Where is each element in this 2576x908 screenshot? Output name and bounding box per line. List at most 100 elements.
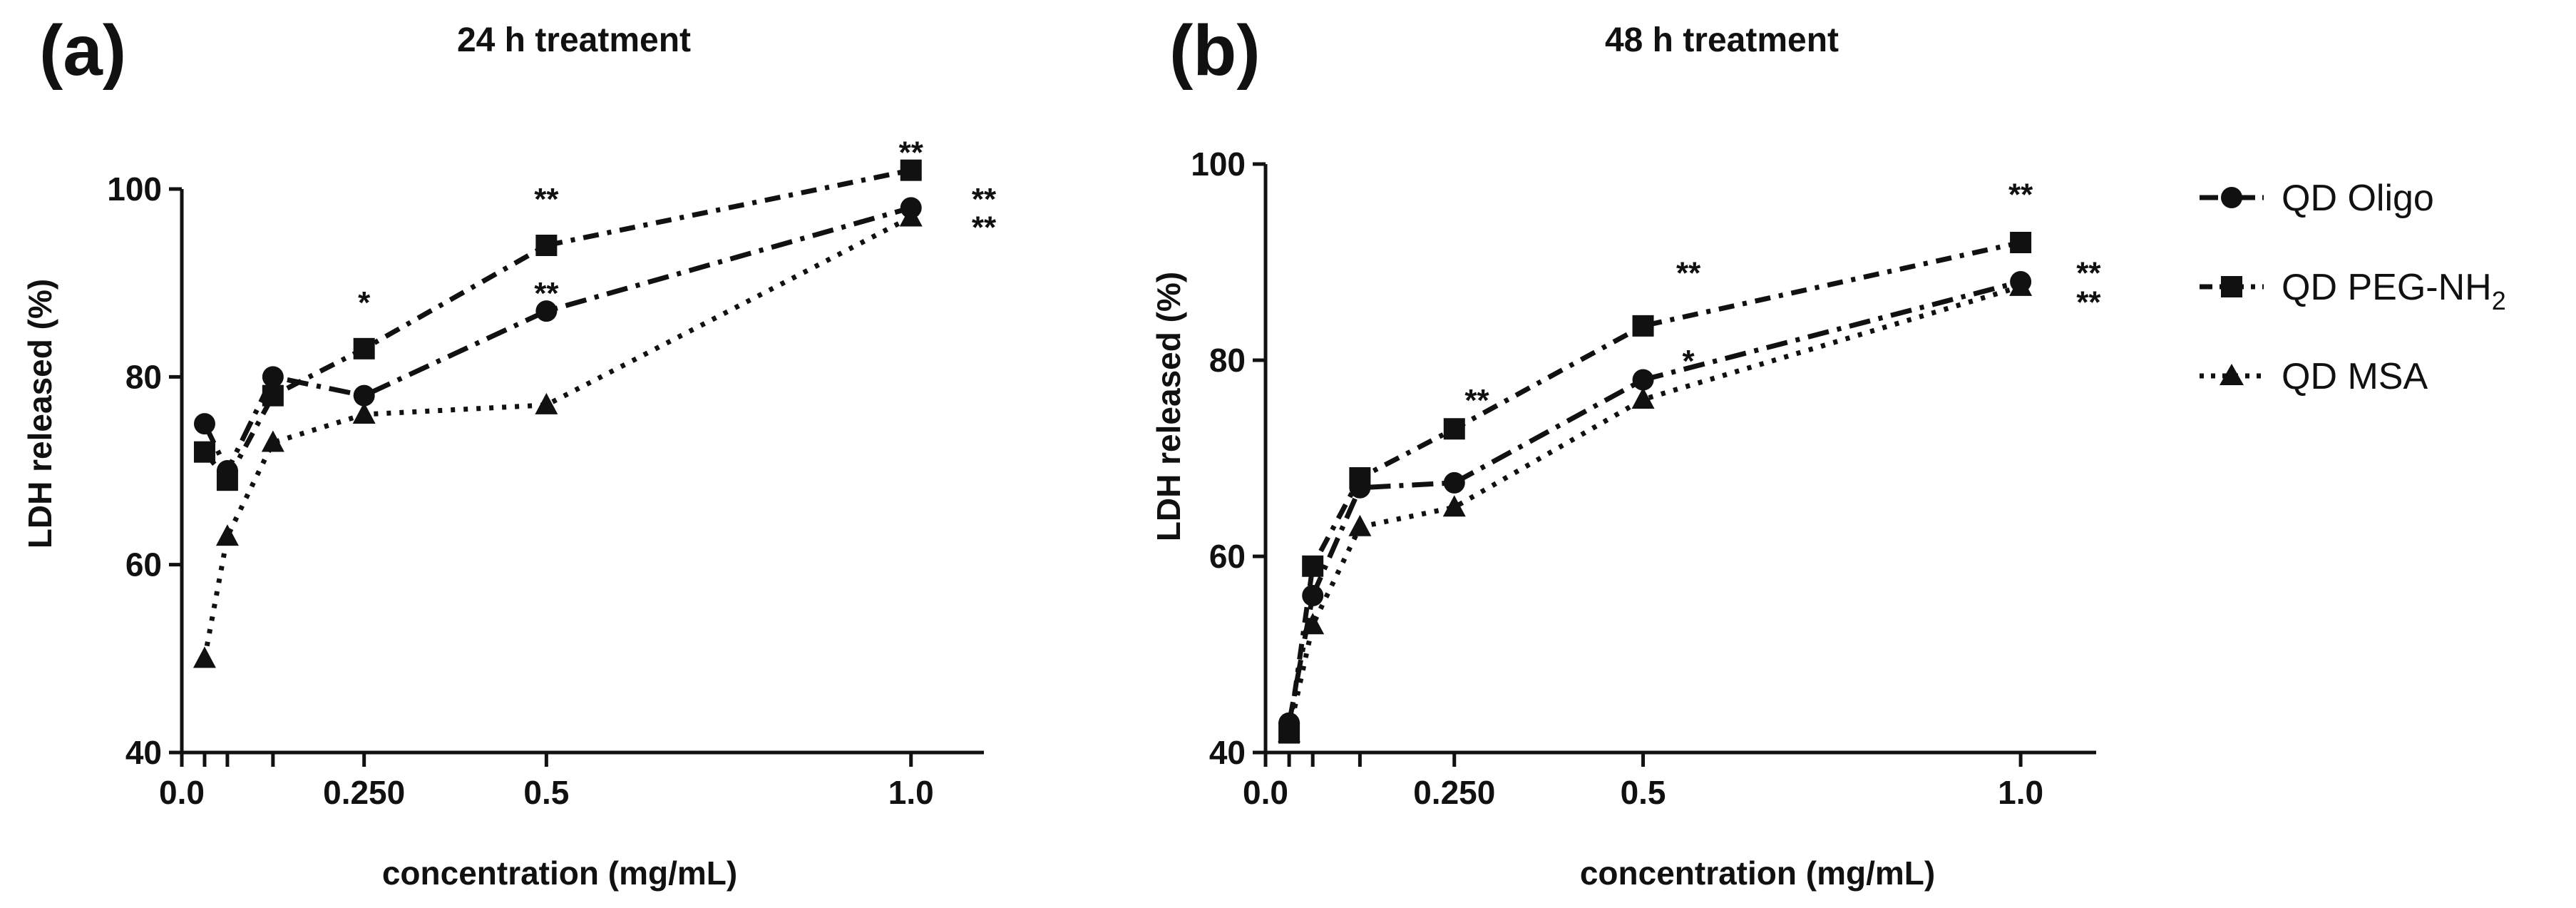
- series-line-qd-msa: [1286, 284, 2022, 734]
- data-point-qd-peg-nh2: [262, 384, 284, 407]
- series-qd-peg-nh2-b: [1278, 232, 2032, 744]
- data-point-qd-oligo: [193, 413, 215, 435]
- series-b: [1278, 232, 2033, 744]
- data-point-qd-oligo: [1302, 585, 1324, 606]
- significance-annotation: **: [899, 135, 924, 170]
- panel-label-a: (a): [39, 11, 126, 91]
- ticks-a: 40 60 80 100 0.0 0.250 0.5 1.0: [107, 170, 933, 811]
- x-tick-label: 0.250: [1413, 774, 1495, 811]
- data-point-qd-msa: [1631, 387, 1655, 409]
- legend-marker-square: [2221, 276, 2242, 297]
- y-tick-label: 80: [125, 358, 162, 395]
- legend-label-qd-msa: QD MSA: [2282, 356, 2428, 397]
- data-point-qd-msa: [261, 430, 284, 452]
- significance-annotation: **: [1464, 383, 1489, 418]
- series-qd-oligo-b: [1278, 271, 2032, 734]
- legend-item-qd-peg-nh2: QD PEG-NH2: [2200, 267, 2506, 315]
- data-point-qd-oligo: [1632, 369, 1654, 391]
- y-axis-label-b: LDH released (%): [1150, 272, 1187, 541]
- data-point-qd-peg-nh2: [353, 337, 375, 359]
- data-point-qd-peg-nh2: [1302, 555, 1324, 577]
- chart-title-b: 48 h treatment: [1605, 21, 1839, 59]
- legend-item-qd-msa: QD MSA: [2200, 356, 2428, 397]
- y-axis-label-a: LDH released (%): [21, 279, 58, 549]
- data-point-qd-msa: [1278, 720, 1301, 743]
- annotations-a: ***** ******: [358, 135, 997, 320]
- y-tick-label: 100: [107, 170, 162, 208]
- series-qd-peg-nh2-a: [193, 159, 922, 491]
- legend-label-qd-peg-nh2: QD PEG-NH2: [2282, 267, 2506, 315]
- series-line-qd-oligo: [202, 205, 912, 474]
- legend-marker-circle: [2221, 187, 2242, 208]
- data-point-qd-peg-nh2: [2010, 232, 2032, 253]
- legend-item-qd-oligo: QD Oligo: [2200, 178, 2434, 219]
- series-line-qd-msa: [202, 215, 913, 659]
- chart-title-a: 24 h treatment: [457, 21, 691, 59]
- significance-annotation: *: [358, 285, 371, 320]
- x-axis-label-b: concentration (mg/mL): [1580, 855, 1935, 892]
- significance-annotation: *: [1683, 344, 1695, 379]
- data-point-qd-oligo: [535, 300, 558, 322]
- x-axis-label-a: concentration (mg/mL): [382, 855, 737, 892]
- data-point-qd-oligo: [262, 366, 284, 388]
- legend-label-qd-peg-nh2-main: QD PEG-NH: [2282, 267, 2492, 308]
- annotations-b: ***********: [1464, 177, 2101, 418]
- series-qd-msa-b: [1278, 274, 2033, 743]
- x-tick-label: 0.5: [1621, 774, 1666, 811]
- data-point-qd-msa: [1301, 613, 1325, 635]
- data-point-qd-peg-nh2: [1349, 467, 1371, 489]
- significance-annotation: **: [534, 182, 559, 217]
- legend: QD Oligo QD PEG-NH2 QD MSA: [2200, 178, 2506, 397]
- y-tick-label: 80: [1209, 342, 1246, 379]
- data-point-qd-oligo: [353, 384, 375, 407]
- x-tick-label: 1.0: [888, 774, 934, 811]
- data-point-qd-msa: [215, 524, 239, 546]
- significance-annotation: **: [2008, 177, 2033, 212]
- x-tick-label: 0.0: [1243, 774, 1288, 811]
- data-point-qd-msa: [1442, 495, 1466, 517]
- series-line-qd-peg-nh2: [1286, 240, 2021, 733]
- y-tick-label: 100: [1191, 146, 1246, 183]
- legend-label-qd-peg-nh2-subscript: 2: [2492, 286, 2506, 315]
- data-point-qd-msa: [2009, 274, 2033, 296]
- data-point-qd-msa: [899, 205, 923, 227]
- data-point-qd-msa: [1348, 514, 1372, 536]
- x-tick-label: 1.0: [1998, 774, 2043, 811]
- axes-a: [180, 189, 984, 755]
- significance-annotation: **: [972, 182, 997, 217]
- y-tick-label: 40: [1209, 734, 1246, 771]
- y-tick-label: 60: [125, 546, 162, 583]
- series-line-qd-oligo: [1286, 279, 2021, 724]
- data-point-qd-msa: [193, 646, 216, 668]
- legend-marker-triangle: [2220, 364, 2244, 385]
- panel-b: (b) 48 h treatment LDH released (%) conc…: [1150, 11, 2101, 892]
- significance-annotation: **: [2076, 255, 2101, 290]
- ticks-b: 40 60 80 100 0.0 0.250 0.5 1.0: [1191, 146, 2043, 811]
- data-point-qd-peg-nh2: [535, 235, 558, 256]
- data-point-qd-peg-nh2: [1632, 315, 1654, 337]
- x-tick-label: 0.5: [523, 774, 569, 811]
- series-line-qd-peg-nh2: [202, 168, 912, 483]
- data-point-qd-msa: [535, 392, 558, 414]
- significance-annotation: **: [2076, 285, 2101, 320]
- data-point-qd-peg-nh2: [900, 159, 922, 181]
- series-a: [193, 159, 923, 668]
- y-tick-label: 40: [125, 734, 162, 771]
- significance-annotation: **: [972, 210, 997, 245]
- axes-b: [1263, 164, 2096, 755]
- data-point-qd-oligo: [1443, 471, 1465, 494]
- significance-annotation: **: [1676, 255, 1701, 290]
- y-tick-label: 60: [1209, 538, 1246, 575]
- significance-annotation: **: [534, 276, 559, 311]
- x-tick-label: 0.0: [159, 774, 205, 811]
- data-point-qd-peg-nh2: [193, 441, 215, 463]
- series-qd-oligo-a: [193, 197, 922, 481]
- x-tick-label: 0.250: [323, 774, 405, 811]
- series-qd-msa-a: [193, 205, 923, 668]
- legend-label-qd-oligo: QD Oligo: [2282, 178, 2434, 219]
- data-point-qd-msa: [352, 402, 376, 424]
- panel-a: (a) 24 h treatment LDH released (%) conc…: [21, 11, 997, 892]
- panel-label-b: (b): [1169, 11, 1261, 91]
- data-point-qd-peg-nh2: [216, 469, 238, 491]
